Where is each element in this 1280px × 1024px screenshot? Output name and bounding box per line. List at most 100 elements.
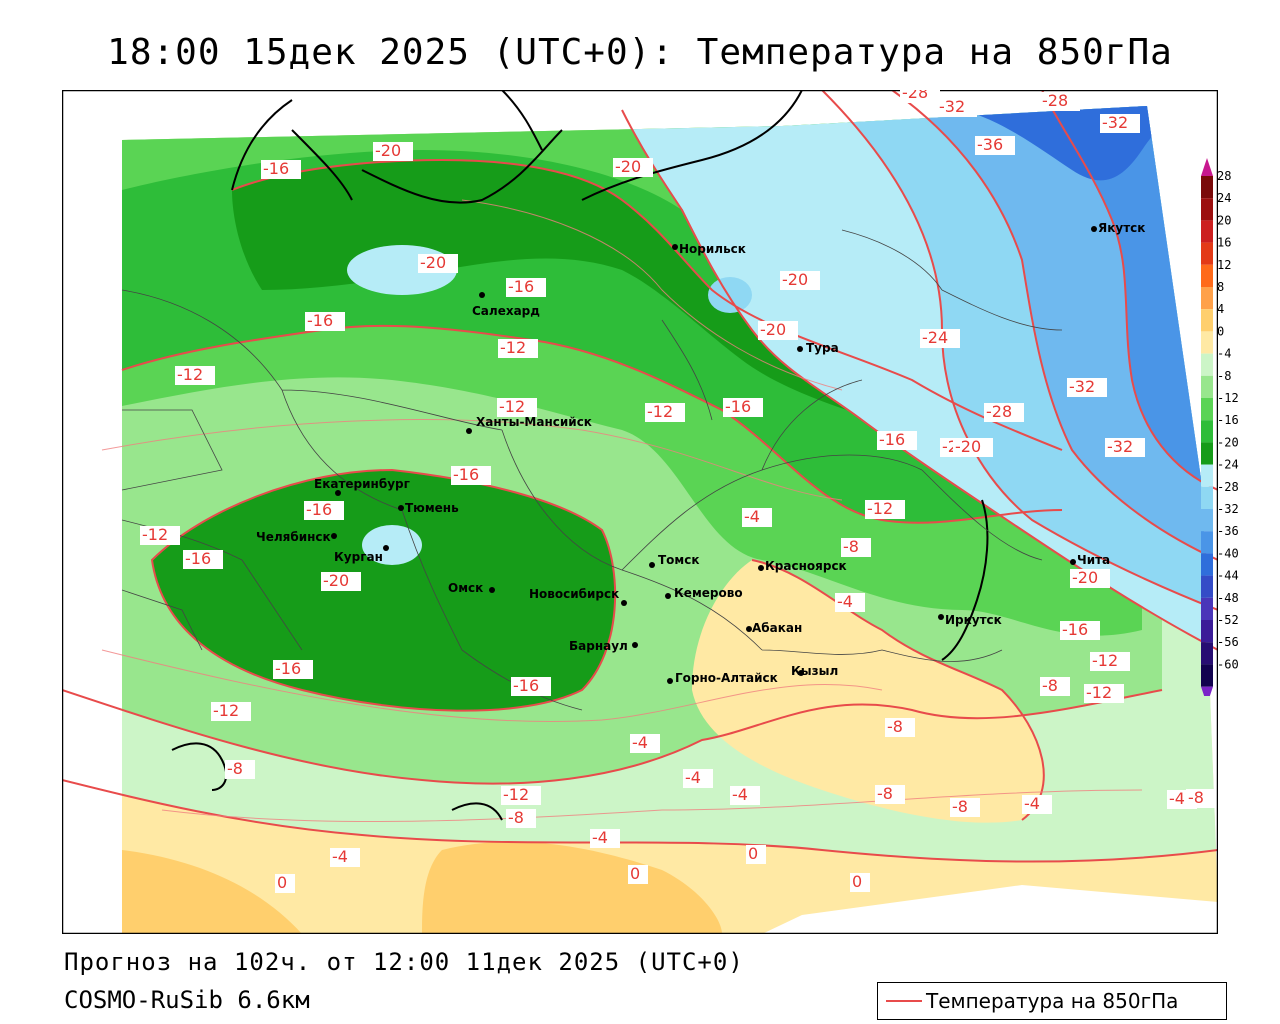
city-dot <box>797 346 803 352</box>
city-dot <box>649 562 655 568</box>
isotherm-label-bg <box>920 329 960 348</box>
isotherm-value-label: -16 <box>879 430 905 449</box>
isotherm-label-bg <box>1040 677 1070 696</box>
color-scale-bar: 28 24 20 16 12 8 4 0 -4 -8 -12 -16 -20 -24 -28 -32 -36 -4… <box>1201 158 1239 705</box>
isotherm-label-bg <box>506 809 536 828</box>
isotherm-value-label: -16 <box>453 465 479 484</box>
isotherm-label-bg <box>418 254 458 273</box>
isotherm-value-label: -20 <box>760 320 786 339</box>
colorbar-segment <box>1201 620 1213 643</box>
city-label: Тюмень <box>405 501 459 515</box>
isotherm-value-label: 0 <box>852 872 862 891</box>
colorbar-segment <box>1201 642 1213 665</box>
isotherm-value-label: -4 <box>837 592 853 611</box>
isotherm-label-bg <box>1040 92 1080 111</box>
isotherm-label-bg <box>304 501 344 520</box>
city-dot <box>1070 559 1076 565</box>
isotherm-value-label: 0 <box>748 844 758 863</box>
colorbar-segment <box>1201 442 1213 465</box>
isotherm-value-label: -20 <box>955 437 981 456</box>
isotherm-label-bg <box>506 278 546 297</box>
colorbar-bottom-arrow <box>1201 686 1213 705</box>
city-dot <box>466 428 472 434</box>
temperature-map: -28-32 -28-32-36-20-16 -20-20-20-20-16-16-… <box>62 90 1218 934</box>
isotherm-label-bg <box>875 785 905 804</box>
city-dot <box>331 533 337 539</box>
isotherm-value-label: -16 <box>275 659 301 678</box>
colorbar-tick-label: -56 <box>1217 635 1239 649</box>
isotherm-label-bg <box>330 848 360 867</box>
isotherm-label-bg <box>900 90 940 103</box>
isotherm-value-label: -20 <box>615 157 641 176</box>
isotherm-label-bg <box>1105 438 1145 457</box>
isotherm-value-label: -12 <box>499 397 525 416</box>
legend: Температура на 850гПа <box>877 982 1227 1020</box>
isotherm-lines <box>62 90 1218 863</box>
city-label: Новосибирск <box>529 587 619 601</box>
isotherm-label-bg <box>211 702 251 721</box>
isotherm-label-bg <box>1084 684 1124 703</box>
isotherm-value-label: -8 <box>843 537 859 556</box>
colorbar-segment <box>1201 486 1213 509</box>
isotherm-value-label: -32 <box>1107 437 1133 456</box>
admin-borders <box>121 229 1063 711</box>
colorbar-tick-label: 20 <box>1217 213 1231 227</box>
isotherm-value-label: -16 <box>306 500 332 519</box>
isotherm-value-label: -4 <box>1169 789 1185 808</box>
color-scale: 28 24 20 16 12 8 4 0 -4 -8 -12 -16 -20 -24 -28 -32 -36 -4… <box>1199 156 1269 705</box>
city-dot <box>667 678 673 684</box>
city-dot <box>489 587 495 593</box>
colorbar-segment <box>1201 375 1213 398</box>
isotherm-value-label: -16 <box>1062 620 1088 639</box>
city-label: Чита <box>1077 553 1110 567</box>
isotherm-value-label: -12 <box>142 525 168 544</box>
city-label: Тура <box>806 341 839 355</box>
isotherm-value-label: -12 <box>503 785 529 804</box>
isotherm-value-label: -8 <box>887 717 903 736</box>
isotherm-label-bg <box>628 865 648 884</box>
colorbar-tick-label: -48 <box>1217 591 1239 605</box>
colorbar-segment <box>1201 242 1213 265</box>
city-label: Иркутск <box>945 613 1002 627</box>
isotherm-value-label: -16 <box>508 277 534 296</box>
isotherm-label-bg <box>730 786 760 805</box>
isotherm-label-bg <box>645 403 685 422</box>
colorbar-segment <box>1201 398 1213 421</box>
colorbar-tick-label: -8 <box>1217 369 1231 383</box>
colorbar-segment <box>1201 331 1213 354</box>
isotherm-value-label: -4 <box>732 785 748 804</box>
city-label: Салехард <box>472 304 540 318</box>
city-label: Абакан <box>752 621 802 635</box>
model-name: COSMO-RuSib 6.6км <box>64 986 310 1014</box>
isotherm-label-bg <box>261 160 301 179</box>
isotherm-label-bg <box>225 760 255 779</box>
isotherm-label-bg <box>984 403 1024 422</box>
city-label: Красноярск <box>765 559 847 573</box>
isotherm-value-label: -4 <box>744 507 760 526</box>
isotherm-label-bg <box>451 466 491 485</box>
isotherm-value-label: -8 <box>1042 676 1058 695</box>
isotherm-label-bg <box>850 873 870 892</box>
isotherm-label-bg <box>373 142 413 161</box>
isotherm-value-label: -28 <box>902 90 928 102</box>
city-label: Кемерово <box>674 586 743 600</box>
isotherm-label-bg <box>742 508 772 527</box>
isotherm-value-label: -32 <box>1069 377 1095 396</box>
thin-isotherm-lines <box>101 199 1143 823</box>
colorbar-tick-label: 12 <box>1217 258 1231 272</box>
isotherm-value-label: -8 <box>508 808 524 827</box>
isotherm-value-label: -32 <box>939 97 965 116</box>
isotherm-label-bg <box>885 718 915 737</box>
city-dot <box>398 505 404 511</box>
colorbar-segment <box>1201 220 1213 243</box>
isotherm-value-label: -28 <box>986 402 1012 421</box>
isotherm-label-bg <box>683 769 713 788</box>
colorbar-tick-label: -44 <box>1217 569 1239 583</box>
isotherm-value-label: -12 <box>647 402 673 421</box>
city-dot <box>621 600 627 606</box>
colorbar-segment <box>1201 531 1213 554</box>
isotherm-value-label: -16 <box>307 311 333 330</box>
colorbar-segment <box>1201 509 1213 532</box>
isotherm-label-bg <box>746 845 766 864</box>
isotherm-value-label: -16 <box>725 397 751 416</box>
